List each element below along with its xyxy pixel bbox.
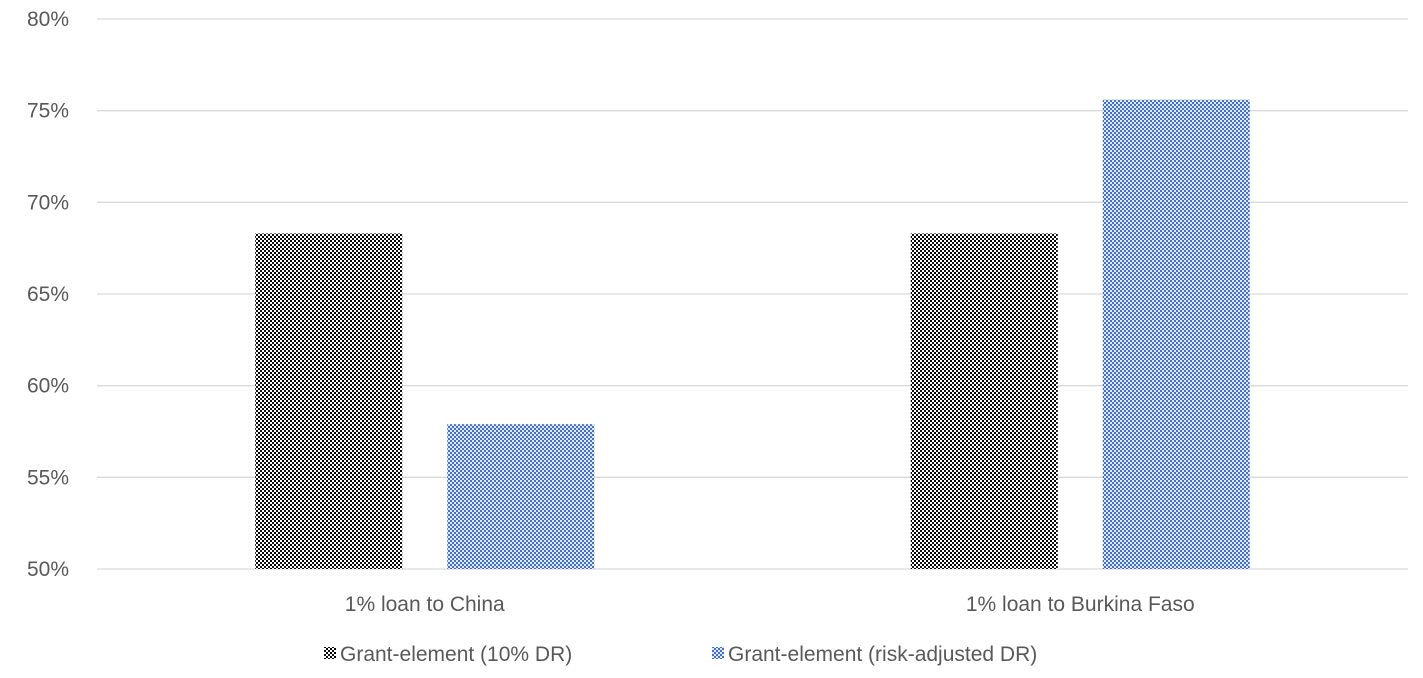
x-axis: 1% loan to China 1% loan to Burkina Faso bbox=[345, 593, 1195, 616]
legend-label: Grant-element (10% DR) bbox=[340, 643, 572, 666]
bar-series-2-cat-2 bbox=[1102, 99, 1250, 570]
legend-swatch bbox=[712, 647, 724, 659]
x-tick-label: 1% loan to Burkina Faso bbox=[966, 593, 1195, 616]
bar-series-1-cat-2 bbox=[910, 233, 1058, 569]
bar-series-2-cat-1 bbox=[447, 424, 595, 569]
x-tick-label: 1% loan to China bbox=[345, 593, 505, 616]
y-tick-label: 50% bbox=[27, 558, 69, 581]
y-tick-label: 60% bbox=[27, 375, 69, 398]
legend-label: Grant-element (risk-adjusted DR) bbox=[728, 643, 1037, 666]
bars bbox=[255, 99, 1250, 570]
y-tick-label: 65% bbox=[27, 283, 69, 306]
y-axis: 50% 55% 60% 65% 70% 75% 80% bbox=[27, 8, 69, 581]
legend-swatch bbox=[324, 647, 336, 659]
y-tick-label: 75% bbox=[27, 100, 69, 123]
bar-series-1-cat-1 bbox=[255, 233, 403, 569]
y-tick-label: 70% bbox=[27, 191, 69, 214]
y-tick-label: 80% bbox=[27, 8, 69, 31]
legend: Grant-element (10% DR) Grant-element (ris… bbox=[324, 643, 1037, 666]
y-tick-label: 55% bbox=[27, 466, 69, 489]
